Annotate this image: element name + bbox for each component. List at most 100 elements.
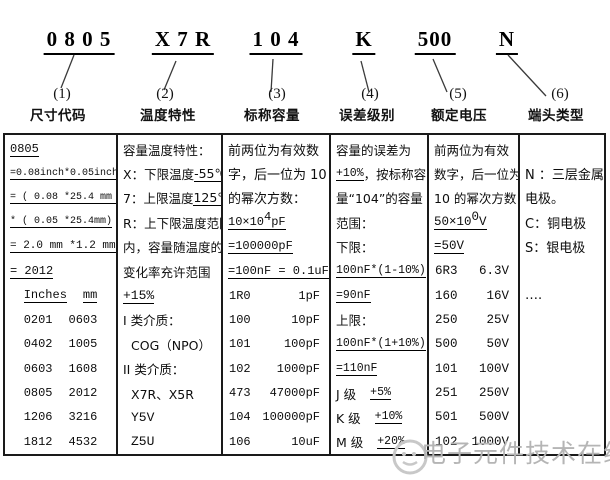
cell-text: 100000pF — [262, 410, 320, 425]
cell-text: 的幂次方数： — [228, 192, 307, 208]
column-header: 端头类型 — [528, 108, 584, 124]
cell-text: 0 — [471, 209, 480, 224]
table-line: X7R、X5R — [118, 381, 221, 405]
table-line: 100 10pF — [223, 308, 329, 332]
table-line: 102 1000V — [429, 430, 518, 454]
column-header: 尺寸代码 — [30, 108, 86, 124]
cell-text: 上限： — [336, 313, 374, 329]
table-line — [520, 357, 604, 381]
table-line: 10 的幂次方数： — [429, 186, 518, 210]
cell-text: 6.3V — [478, 264, 509, 279]
cell-text: 250 — [435, 312, 458, 327]
cell-text: +10% — [374, 410, 403, 425]
cell-text: * ( 0.05 *25.4mm) — [10, 216, 113, 229]
table-line: =110nF — [331, 357, 427, 381]
cell-text: 10×10 4 pF — [228, 210, 286, 230]
cell-text: 102 — [435, 434, 458, 449]
cell-text: 1812 — [23, 434, 53, 449]
cell-text: 0402 — [23, 337, 53, 352]
cell-text: 前两位为有效 — [434, 142, 510, 158]
table-line: 106 10uF — [223, 430, 329, 454]
code-part: K — [352, 27, 376, 55]
cell-text: 250V — [478, 386, 509, 401]
cell-text: M 级 — [336, 435, 364, 451]
cell-text: 10uF — [291, 434, 320, 449]
connector-line — [163, 60, 177, 91]
cell-text: 102 — [229, 361, 251, 376]
table-line: 电极。 — [520, 186, 604, 210]
table-line — [520, 308, 604, 332]
cell-text: =50V — [434, 239, 465, 255]
cell-text: 1R0 — [229, 288, 251, 303]
table-line: +10% ，按标称容 — [331, 161, 427, 185]
cell-text: 0603 — [68, 312, 98, 327]
watermark-text: 电子元件技术在线 — [421, 439, 610, 468]
cell-text: 25V — [486, 312, 509, 327]
cell-text: 501 — [435, 410, 458, 425]
table-line — [520, 137, 604, 161]
table-line: 0201 0603 — [5, 308, 116, 332]
group-number: (3) — [268, 86, 286, 102]
cell-text: =0.08inch*0.05inch — [10, 167, 118, 180]
cell-text: 101 — [435, 361, 458, 376]
cell-text: 1000pF — [276, 361, 320, 376]
cell-text: 1000V — [471, 434, 509, 449]
table-line — [520, 381, 604, 405]
cell-text: 16V — [486, 288, 509, 303]
table-line: 容量的误差为 — [331, 137, 427, 161]
table-line: 102 1000pF — [223, 357, 329, 381]
cell-text: 101 — [229, 337, 251, 352]
table-line: 473 47000pF — [223, 381, 329, 405]
table-line: 101 100V — [429, 357, 518, 381]
group-number: (5) — [449, 86, 467, 102]
table-line: 字，后一位为 10 — [223, 161, 329, 185]
table-line: 251 250V — [429, 381, 518, 405]
cell-text: =90nF — [336, 288, 371, 303]
cell-text: Z5U — [131, 434, 155, 450]
table-column: 容量的误差为 +10% ，按标称容 量“104”的容量 范围： 下限： 100nF*(1-1… — [331, 135, 429, 454]
table-line: 前两位为有效数 — [223, 137, 329, 161]
cell-text: 数字，后一位为 — [434, 167, 520, 183]
table-line: Y5V — [118, 405, 221, 429]
code-part: 0 8 0 5 — [43, 27, 115, 55]
table-line: * ( 0.05 *25.4mm) — [5, 210, 116, 234]
table-line: = 2.0 mm *1.2 mm — [5, 235, 116, 259]
table-line: C：铜电极 — [520, 210, 604, 234]
column-header: 温度特性 — [140, 108, 196, 124]
cell-text: 47000pF — [269, 386, 320, 401]
cell-text: Inches — [23, 288, 67, 304]
cell-text: 下限： — [336, 240, 374, 256]
table-line — [520, 259, 604, 283]
cell-text: 电极。 — [525, 192, 565, 208]
code-part: N — [495, 27, 519, 55]
table-column: 容量温度特性：X：下限温度-55℃7：上限温度 125℃R：上下限温度范围内，容… — [118, 135, 223, 454]
cell-text: K 级 — [336, 410, 361, 426]
table-line: 量“104”的容量 — [331, 186, 427, 210]
group-number: (2) — [156, 86, 174, 102]
cell-text: II 类介质： — [123, 362, 185, 378]
table-line: 50×10 0 V — [429, 210, 518, 234]
cell-text: COG（NPO） — [131, 337, 211, 353]
table-line: 104 100000pF — [223, 405, 329, 429]
cell-text: 0603 — [23, 361, 53, 376]
cell-text: 10×10 — [228, 214, 265, 229]
connector-line — [60, 54, 75, 89]
cell-text: 2012 — [68, 386, 98, 401]
cell-text: 0201 — [23, 312, 53, 327]
cell-text: 内，容量随温度的 — [123, 240, 223, 256]
table-line: J 级 +5% — [331, 381, 427, 405]
cell-text: 500 — [435, 337, 458, 352]
table-column: 前两位为有效 数字，后一位为 10 的幂次方数： 50×10 0 V =50V 6R3 6.3… — [429, 135, 520, 454]
cell-text: 4532 — [68, 434, 98, 449]
cell-text: +5% — [370, 386, 391, 401]
table-line: 501 500V — [429, 405, 518, 429]
cell-text: 473 — [229, 386, 251, 401]
table-line: =90nF — [331, 283, 427, 307]
cell-text: X7R、X5R — [131, 386, 194, 402]
cell-text: 500V — [478, 410, 509, 425]
cell-text: 104 — [229, 410, 251, 425]
cell-text: R：上下限温度范围 — [123, 215, 223, 231]
group-number: (4) — [361, 86, 379, 102]
cell-text: 1pF — [298, 288, 320, 303]
